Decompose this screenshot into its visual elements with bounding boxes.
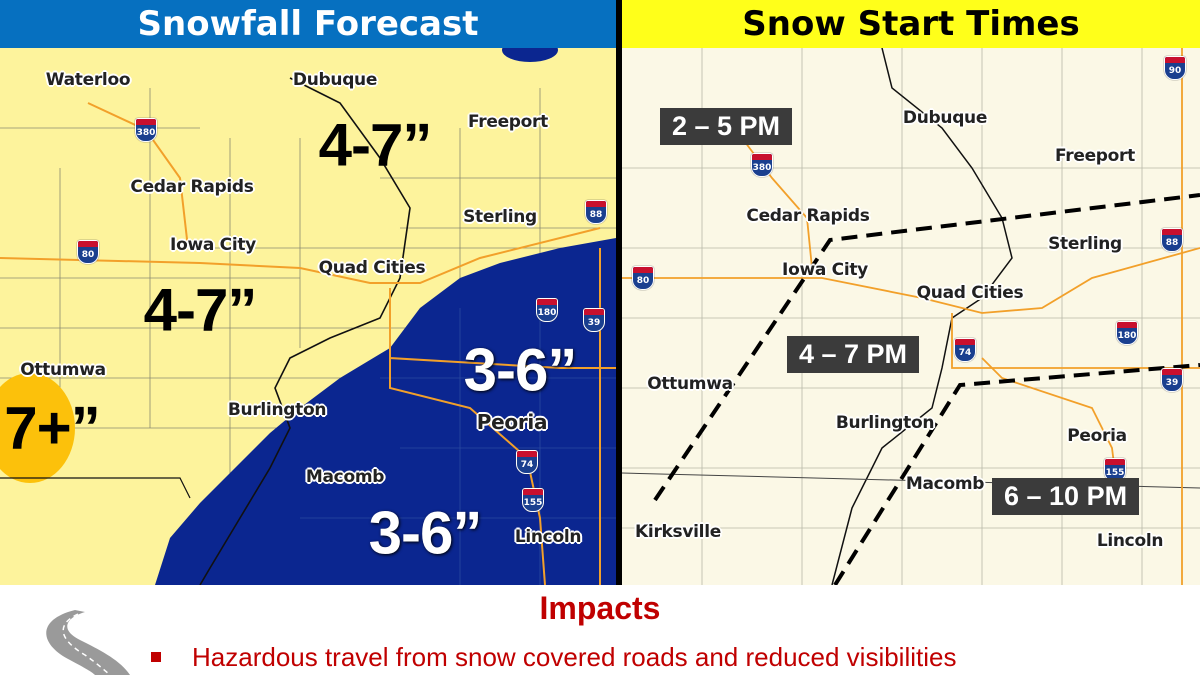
city-label: Lincoln (1096, 531, 1164, 551)
city-label: Lincoln (514, 527, 582, 547)
city-label: Waterloo (45, 70, 131, 90)
state-border (831, 48, 1013, 585)
city-label: Ottumwa (20, 360, 106, 380)
city-label: Cedar Rapids (746, 206, 870, 226)
city-label: Burlington (227, 400, 327, 420)
city-label: Macomb (905, 474, 985, 494)
interstate-shield-icon: 380 (751, 153, 773, 177)
snow-amount-label: 7+” (4, 394, 100, 462)
interstate-shield-icon: 74 (954, 338, 976, 362)
interstates (0, 102, 616, 585)
road-icon (46, 610, 130, 675)
city-label: Peoria (1067, 426, 1127, 446)
snowfall-forecast-map: Waterloo Dubuque Freeport Cedar Rapids S… (0, 48, 616, 585)
snow-start-times-map: Dubuque Freeport Cedar Rapids Sterling I… (622, 48, 1200, 585)
city-label: Dubuque (902, 108, 988, 128)
interstate-shield-icon: 380 (135, 118, 157, 142)
snow-amount-label: 3-6” (463, 336, 578, 404)
moderate-snow-region (155, 238, 616, 585)
city-label: Quad Cities (916, 283, 1024, 303)
snow-amount-label: 4-7” (143, 276, 258, 344)
heavy-snow-region (0, 373, 75, 483)
county-lines (622, 48, 1200, 585)
bullet-icon (151, 652, 161, 662)
snow-start-times-title: Snow Start Times (622, 0, 1200, 48)
county-lines (0, 88, 616, 568)
start-time-boundaries (653, 193, 1200, 585)
interstate-shield-icon: 90 (1164, 56, 1186, 80)
city-label: Sterling (1048, 234, 1122, 254)
city-label: Ottumwa (647, 374, 733, 394)
interstate-shield-icon: 180 (1116, 321, 1138, 345)
snowfall-map-shapes (0, 48, 616, 585)
impact-item: Hazardous travel from snow covered roads… (192, 642, 957, 672)
city-label: Iowa City (782, 260, 868, 280)
start-time-label: 6 – 10 PM (992, 478, 1140, 515)
interstate-shield-icon: 155 (522, 488, 544, 512)
city-label: Peoria (476, 410, 548, 434)
interstate-shield-icon: 155 (1104, 458, 1126, 482)
panel-divider (616, 0, 622, 585)
city-label: Freeport (468, 112, 548, 132)
city-label: Macomb (305, 467, 385, 487)
city-label: Burlington (835, 413, 935, 433)
interstate-shield-icon: 88 (585, 200, 607, 224)
moderate-snow-region-north (502, 48, 558, 62)
start-time-label: 2 – 5 PM (660, 108, 793, 145)
interstate-shield-icon: 39 (583, 308, 605, 332)
city-label: Sterling (463, 207, 537, 227)
snow-amount-label: 3-6” (368, 499, 483, 567)
interstate-shield-icon: 88 (1161, 228, 1183, 252)
state-border (199, 77, 411, 585)
city-label: Iowa City (170, 235, 256, 255)
snowfall-forecast-title: Snowfall Forecast (0, 0, 616, 48)
interstate-shield-icon: 74 (516, 450, 538, 474)
city-label: Kirksville (635, 522, 721, 542)
interstate-shield-icon: 80 (77, 240, 99, 264)
snow-amount-label: 4-7” (318, 111, 433, 179)
impacts-heading: Impacts (539, 590, 661, 626)
city-label: Dubuque (292, 70, 378, 90)
city-label: Freeport (1055, 146, 1135, 166)
interstate-shield-icon: 180 (536, 298, 558, 322)
start-time-label: 4 – 7 PM (787, 336, 920, 373)
interstate-shield-icon: 80 (632, 266, 654, 290)
interstate-shield-icon: 39 (1161, 368, 1183, 392)
city-label: Quad Cities (318, 258, 426, 278)
city-label: Cedar Rapids (130, 177, 254, 197)
